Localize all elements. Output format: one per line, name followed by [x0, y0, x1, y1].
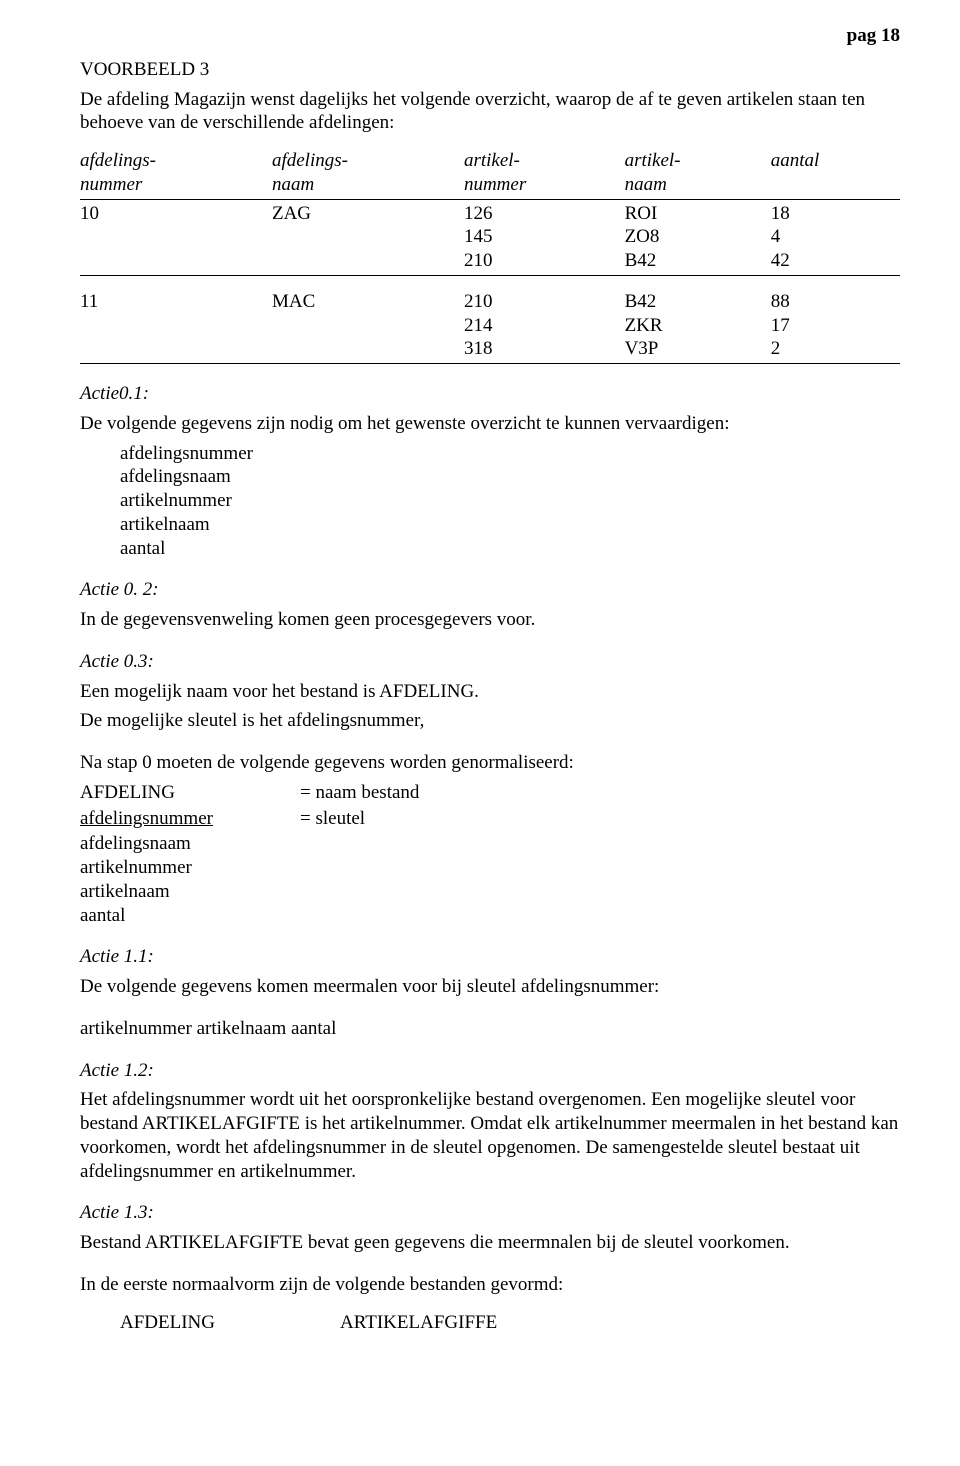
actie-0-1-title: Actie0.1:	[80, 382, 900, 406]
sleutel-follower: aantal	[80, 904, 900, 928]
table-row: 318V3P2	[80, 337, 900, 363]
page-number: pag 18	[80, 24, 900, 48]
kv-key: AFDELING	[80, 781, 300, 805]
table-row: 11MAC210B4288	[80, 275, 900, 313]
sleutel-follower: artikelnummer	[80, 856, 900, 880]
list-item: aantal	[120, 537, 900, 561]
actie-1-1-text: De volgende gegevens komen meermalen voo…	[80, 975, 900, 999]
nv1-bestanden: AFDELING ARTIKELAFGIFFE	[120, 1311, 900, 1335]
nv1-intro: In de eerste normaalvorm zijn de volgend…	[80, 1273, 900, 1297]
list-item: artikelnaam	[120, 513, 900, 537]
voorbeeld-title: VOORBEELD 3	[80, 58, 900, 82]
actie-1-1-line2: artikelnummer artikelnaam aantal	[80, 1017, 900, 1041]
actie-0-3-line1: Een mogelijk naam voor het bestand is AF…	[80, 680, 900, 704]
list-item: afdelingsnaam	[120, 465, 900, 489]
col-header-afdelingsnummer: afdelings-nummer	[80, 149, 272, 199]
col-header-afdelingsnaam: afdelings-naam	[272, 149, 464, 199]
actie-0-1-items: afdelingsnummer afdelingsnaam artikelnum…	[120, 442, 900, 561]
nv1-bestand-a: AFDELING	[120, 1311, 340, 1335]
actie-1-2-title: Actie 1.2:	[80, 1059, 900, 1083]
actie-0-3-line2: De mogelijke sleutel is het afdelingsnum…	[80, 709, 900, 733]
kv-value: = sleutel	[300, 807, 900, 831]
table-row: 145ZO84	[80, 225, 900, 249]
actie-0-2-title: Actie 0. 2:	[80, 578, 900, 602]
sleutel-follower: afdelingsnaam	[80, 832, 900, 856]
table-row: 10ZAG126ROI18	[80, 199, 900, 225]
col-header-aantal: aantal	[771, 149, 900, 199]
col-header-artikelnummer: artikel-nummer	[464, 149, 625, 199]
table-row: 210B4242	[80, 249, 900, 275]
list-item: artikelnummer	[120, 489, 900, 513]
kv-sleutel: afdelingsnummer = sleutel	[80, 807, 900, 831]
nv1-bestand-b: ARTIKELAFGIFFE	[340, 1311, 497, 1335]
table-row: 214ZKR17	[80, 314, 900, 338]
kv-key: afdelingsnummer	[80, 807, 300, 831]
actie-1-2-text: Het afdelingsnummer wordt uit het oorspr…	[80, 1088, 900, 1183]
intro-paragraph: De afdeling Magazijn wenst dagelijks het…	[80, 88, 900, 136]
actie-0-2-text: In de gegevensvenweling komen geen proce…	[80, 608, 900, 632]
list-item: afdelingsnummer	[120, 442, 900, 466]
actie-1-3-text: Bestand ARTIKELAFGIFTE bevat geen gegeve…	[80, 1231, 900, 1255]
overzicht-table: afdelings-nummer afdelings-naam artikel-…	[80, 149, 900, 364]
kv-value: = naam bestand	[300, 781, 900, 805]
actie-1-1-title: Actie 1.1:	[80, 945, 900, 969]
na-stap-0: Na stap 0 moeten de volgende gegevens wo…	[80, 751, 900, 775]
actie-0-3-title: Actie 0.3:	[80, 650, 900, 674]
actie-0-1-text: De volgende gegevens zijn nodig om het g…	[80, 412, 900, 436]
actie-1-3-title: Actie 1.3:	[80, 1201, 900, 1225]
col-header-artikelnaam: artikel-naam	[625, 149, 771, 199]
kv-afdeling: AFDELING = naam bestand	[80, 781, 900, 805]
sleutel-follower: artikelnaam	[80, 880, 900, 904]
